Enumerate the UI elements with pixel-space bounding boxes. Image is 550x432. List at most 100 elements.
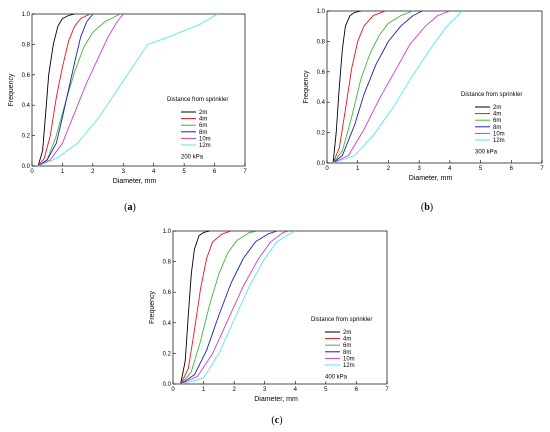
- x-tick-label: 3: [263, 387, 267, 393]
- x-tick-label: 3: [122, 169, 126, 175]
- x-axis-label: Diameter, mm: [254, 396, 298, 403]
- legend-entry: 8m: [493, 125, 501, 131]
- x-tick-label: 5: [182, 169, 186, 175]
- legend-entry: 6m: [343, 343, 351, 349]
- x-tick-label: 1: [202, 387, 206, 393]
- y-tick-label: 0.0: [317, 161, 326, 167]
- x-tick-label: 5: [324, 387, 328, 393]
- y-tick-label: 0.0: [163, 382, 172, 388]
- x-tick-label: 1: [356, 166, 360, 172]
- panel-label: (b): [421, 202, 433, 213]
- series-line-2m: [332, 10, 361, 164]
- legend-entry: 12m: [199, 143, 211, 149]
- x-tick-label: 6: [510, 166, 514, 172]
- panel-label: (a): [124, 202, 136, 213]
- series-line-10m: [37, 13, 124, 167]
- series-line-4m: [332, 10, 386, 164]
- x-tick-label: 0: [325, 166, 329, 172]
- pressure-label: 200 kPa: [181, 155, 204, 161]
- legend-entry: 4m: [199, 117, 207, 123]
- x-tick-label: 7: [243, 169, 247, 175]
- y-tick-label: 0.6: [317, 70, 326, 76]
- y-tick-label: 0.2: [22, 134, 31, 140]
- legend-entry: 2m: [199, 110, 207, 116]
- y-tick-label: 0.8: [317, 39, 326, 45]
- legend-entry: 12m: [493, 138, 505, 144]
- y-tick-label: 0.4: [317, 100, 326, 106]
- x-tick-label: 4: [152, 169, 156, 175]
- y-tick-label: 0.6: [22, 73, 31, 79]
- x-tick-label: 0: [30, 169, 34, 175]
- pressure-label: 300 kPa: [475, 150, 498, 156]
- series-line-8m: [37, 13, 94, 167]
- y-tick-label: 0.4: [22, 103, 31, 109]
- x-tick-label: 7: [540, 166, 544, 172]
- y-axis-label: Frequency: [8, 73, 15, 107]
- plot-frame: [326, 10, 543, 164]
- y-tick-label: 1.0: [317, 9, 326, 15]
- y-tick-label: 0.6: [163, 290, 172, 296]
- series-line-12m: [332, 10, 463, 164]
- series-line-6m: [37, 13, 121, 167]
- legend-entry: 6m: [199, 123, 207, 129]
- x-tick-label: 6: [355, 387, 359, 393]
- legend-title: Distance from sprinkler: [311, 317, 372, 323]
- x-tick-label: 2: [232, 387, 236, 393]
- series-line-6m: [180, 230, 259, 385]
- series-line-6m: [332, 10, 414, 164]
- series-line-10m: [180, 230, 290, 385]
- x-axis-label: Diameter, mm: [113, 178, 157, 185]
- legend-entry: 2m: [493, 105, 501, 111]
- series-line-2m: [180, 230, 210, 385]
- y-axis-label: Frequency: [149, 290, 156, 324]
- pressure-label: 400 kPa: [325, 375, 348, 381]
- x-tick-label: 5: [479, 166, 483, 172]
- series-line-4m: [180, 230, 232, 385]
- x-tick-label: 2: [387, 166, 391, 172]
- legend-entry: 4m: [343, 337, 351, 343]
- x-tick-label: 1: [61, 169, 65, 175]
- legend-entry: 8m: [199, 130, 207, 136]
- y-tick-label: 1.0: [22, 12, 31, 18]
- y-axis-label: Frequency: [303, 70, 310, 104]
- series-line-8m: [180, 230, 278, 385]
- chart-panel-1: 0 1 2 3 4 5 6 7 0.0 0.2 0.4 0.6 0.8 1.0 Diameter, mm Fr…: [303, 9, 544, 213]
- y-tick-label: 0.4: [163, 321, 172, 327]
- legend-entry: 10m: [343, 356, 355, 362]
- x-tick-label: 7: [385, 387, 389, 393]
- y-tick-label: 0.2: [317, 131, 326, 137]
- legend-entry: 12m: [343, 363, 355, 369]
- y-tick-label: 0.2: [163, 351, 172, 357]
- legend-entry: 6m: [493, 118, 501, 124]
- x-tick-label: 2: [91, 169, 95, 175]
- legend-title: Distance from sprinkler: [461, 92, 522, 98]
- series-line-12m: [182, 230, 296, 385]
- series-line-4m: [37, 13, 91, 167]
- legend-entry: 4m: [493, 112, 501, 118]
- x-tick-label: 4: [294, 387, 298, 393]
- x-tick-label: 3: [417, 166, 421, 172]
- legend-entry: 2m: [343, 330, 351, 336]
- legend-entry: 8m: [343, 350, 351, 356]
- x-tick-label: 0: [171, 387, 175, 393]
- y-tick-label: 0.8: [163, 260, 172, 266]
- x-tick-label: 4: [448, 166, 452, 172]
- x-tick-label: 6: [213, 169, 217, 175]
- series-line-12m: [37, 13, 218, 167]
- legend-entry: 10m: [199, 136, 211, 142]
- series-line-10m: [332, 10, 451, 164]
- plot-frame: [31, 13, 246, 167]
- series-line-8m: [332, 10, 423, 164]
- y-tick-label: 1.0: [163, 229, 172, 235]
- x-axis-label: Diameter, mm: [409, 175, 453, 182]
- y-tick-label: 0.0: [22, 164, 31, 170]
- legend-entry: 10m: [493, 131, 505, 137]
- y-tick-label: 0.8: [22, 42, 31, 48]
- legend-title: Distance from sprinkler: [167, 97, 228, 103]
- plot-frame: [172, 230, 388, 385]
- series-line-2m: [37, 13, 75, 167]
- chart-panel-0: 0 1 2 3 4 5 6 7 0.0 0.2 0.4 0.6 0.8 1.0 Diameter, mm Fr…: [8, 12, 247, 213]
- panel-label: (c): [271, 415, 282, 426]
- chart-panel-2: 0 1 2 3 4 5 6 7 0.0 0.2 0.4 0.6 0.8 1.0 Diameter, mm Fr…: [149, 229, 389, 426]
